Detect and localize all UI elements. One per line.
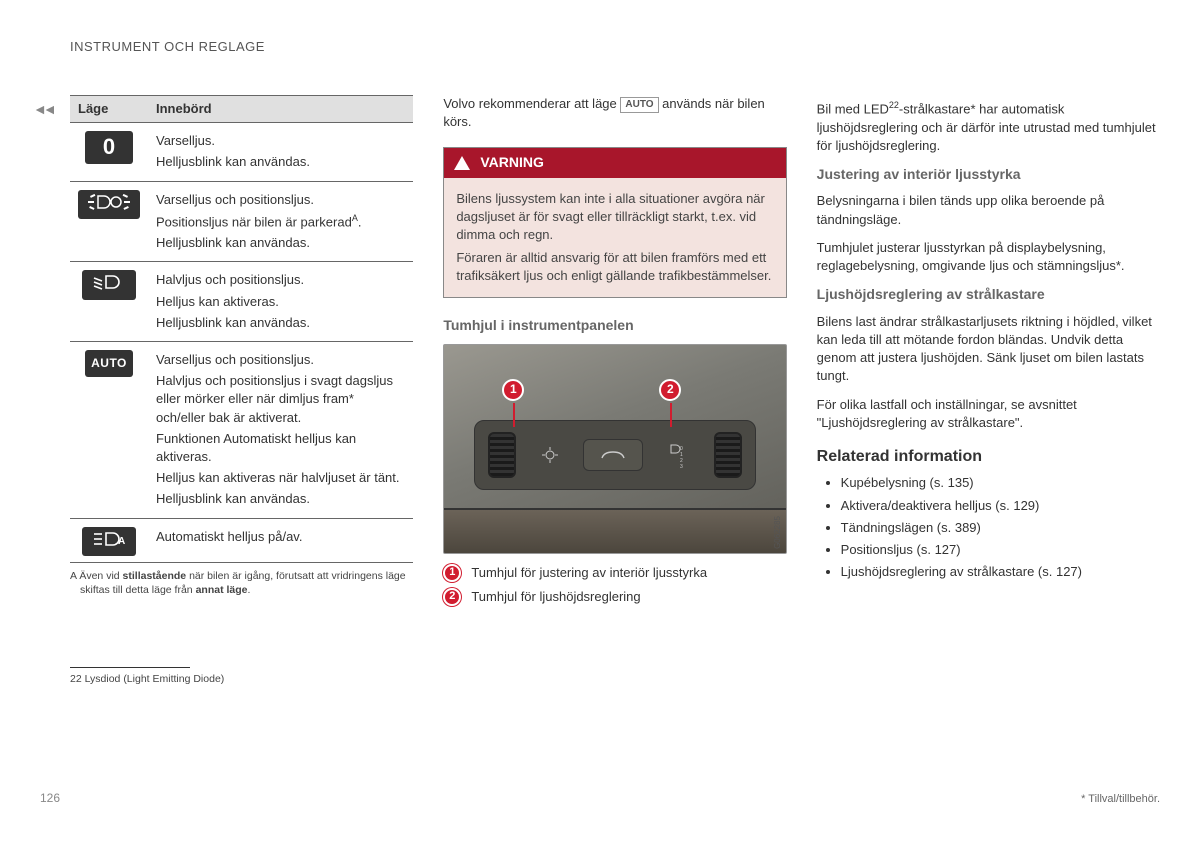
mode-desc-cell: Automatiskt helljus på/av.: [148, 518, 413, 563]
th-innebord: Innebörd: [148, 96, 413, 123]
mode-desc-cell: Halvljus och positionsljus. Helljus kan …: [148, 262, 413, 342]
low-beam-icon: [82, 270, 136, 300]
mode-line: Varselljus och positionsljus.: [156, 191, 405, 209]
mode-icon-cell: [70, 262, 148, 342]
related-info-title: Relaterad information: [817, 446, 1160, 468]
mode-line: Helljus kan aktiveras.: [156, 293, 405, 311]
mode-line: Varselljus.: [156, 132, 405, 150]
mode-icon-cell: A: [70, 518, 148, 563]
section-header: INSTRUMENT OCH REGLAGE: [70, 38, 265, 56]
table-row: 0 Varselljus. Helljusblink kan användas.: [70, 123, 413, 181]
related-item: Ljushöjdsreglering av strålkastare (s. 1…: [841, 563, 1160, 581]
warning-box: VARNING Bilens ljussystem kan inte i all…: [443, 147, 786, 298]
table-row: Halvljus och positionsljus. Helljus kan …: [70, 262, 413, 342]
interior-p2: Tumhjulet justerar ljusstyrkan på displa…: [817, 239, 1160, 275]
headlight-level-title: Ljushöjdsreglering av strålkastare: [817, 285, 1160, 305]
svg-text:3: 3: [680, 464, 683, 470]
related-item: Kupébelysning (s. 135): [841, 474, 1160, 492]
auto-high-beam-icon: A: [82, 527, 136, 557]
mode-line: Helljusblink kan användas.: [156, 153, 405, 171]
prev-page-arrows: ◄◄: [33, 100, 53, 120]
legend-2: 2 Tumhjul för ljushöjdsreglering: [443, 588, 786, 606]
option-accessory-note: * Tillval/tillbehör.: [1081, 792, 1160, 807]
thumbwheel-figure: 0123 1 2 G062285: [443, 344, 786, 554]
auto-mode-icon: AUTO: [85, 350, 133, 377]
mode-line: Automatiskt helljus på/av.: [156, 528, 405, 546]
light-modes-table: Läge Innebörd 0 Varselljus. Helljusblink…: [70, 95, 413, 563]
mode-desc-cell: Varselljus och positionsljus. Positionsl…: [148, 181, 413, 262]
legend-1: 1 Tumhjul för justering av interiör ljus…: [443, 564, 786, 582]
mode-line: Helljusblink kan användas.: [156, 314, 405, 332]
warning-title: VARNING: [480, 153, 544, 173]
mode-icon-cell: AUTO: [70, 342, 148, 519]
footnote-rule: [70, 667, 190, 668]
svg-text:A: A: [118, 536, 125, 547]
dashboard-panel: 0123: [474, 420, 755, 490]
warning-header: VARNING: [444, 148, 785, 178]
thumbwheel-2: [714, 432, 742, 478]
mode-zero-icon: 0: [85, 131, 133, 164]
interior-brightness-title: Justering av interiör ljusstyrka: [817, 165, 1160, 185]
headlight-p2: För olika lastfall och inställningar, se…: [817, 396, 1160, 432]
dashboard-trim: [444, 508, 785, 553]
content-columns: Läge Innebörd 0 Varselljus. Helljusblink…: [70, 95, 1160, 687]
recommendation-text: Volvo rekommenderar att läge AUTO använd…: [443, 95, 786, 131]
th-lage: Läge: [70, 96, 148, 123]
led-note: Bil med LED22-strålkastare* har automati…: [817, 99, 1160, 155]
headlight-p1: Bilens last ändrar strålkastarljusets ri…: [817, 313, 1160, 386]
table-row: Varselljus och positionsljus. Positionsl…: [70, 181, 413, 262]
warning-triangle-icon: [454, 156, 470, 170]
legend-badge-2: 2: [443, 588, 461, 606]
brightness-icon: [542, 447, 558, 463]
interior-p1: Belysningarna i bilen tänds upp olika be…: [817, 192, 1160, 228]
callout-2: 2: [659, 379, 681, 401]
mode-icon-cell: 0: [70, 123, 148, 181]
warning-p2: Föraren är alltid ansvarig för att bilen…: [456, 249, 773, 285]
related-item: Aktivera/deaktivera helljus (s. 129): [841, 497, 1160, 515]
headlight-level-icon: 0123: [668, 440, 688, 470]
page-number: 126: [40, 790, 60, 807]
mode-desc-cell: Varselljus. Helljusblink kan användas.: [148, 123, 413, 181]
mode-desc-cell: Varselljus och positionsljus. Halvljus o…: [148, 342, 413, 519]
inline-auto-badge: AUTO: [620, 97, 658, 113]
position-light-icon: [78, 190, 140, 220]
mode-line: Varselljus och positionsljus.: [156, 351, 405, 369]
table-row: AUTO Varselljus och positionsljus. Halvl…: [70, 342, 413, 519]
mode-icon-cell: [70, 181, 148, 262]
column-1: Läge Innebörd 0 Varselljus. Helljusblink…: [70, 95, 413, 687]
mode-line: Halvljus och positionsljus.: [156, 271, 405, 289]
table-row: A Automatiskt helljus på/av.: [70, 518, 413, 563]
legend-text-2: Tumhjul för ljushöjdsreglering: [471, 588, 640, 606]
footnote-22: 22 Lysdiod (Light Emitting Diode): [70, 672, 413, 687]
mode-line: Helljusblink kan användas.: [156, 234, 405, 252]
mode-line: Funktionen Automatiskt helljus kan aktiv…: [156, 430, 405, 466]
image-credit: G062285: [772, 516, 783, 549]
mode-line: Positionsljus när bilen är parkeradA.: [156, 212, 405, 232]
callout-1: 1: [502, 379, 524, 401]
mode-line: Helljus kan aktiveras när halvljuset är …: [156, 469, 405, 487]
related-item: Positionsljus (s. 127): [841, 541, 1160, 559]
footnote-a: A Även vid stillastående när bilen är ig…: [70, 569, 413, 597]
trunk-button: [583, 439, 643, 471]
thumbwheel-section-title: Tumhjul i instrumentpanelen: [443, 316, 786, 336]
legend-badge-1: 1: [443, 564, 461, 582]
thumbwheel-1: [488, 432, 516, 478]
table-header-row: Läge Innebörd: [70, 96, 413, 123]
column-3: Bil med LED22-strålkastare* har automati…: [817, 95, 1160, 687]
column-2: Volvo rekommenderar att läge AUTO använd…: [443, 95, 786, 687]
warning-p1: Bilens ljussystem kan inte i alla situat…: [456, 190, 773, 245]
mode-line: Halvljus och positionsljus i svagt dagsl…: [156, 372, 405, 427]
car-outline-icon: [598, 448, 628, 462]
related-item: Tändningslägen (s. 389): [841, 519, 1160, 537]
warning-body: Bilens ljussystem kan inte i alla situat…: [444, 178, 785, 297]
related-info-list: Kupébelysning (s. 135) Aktivera/deaktive…: [817, 474, 1160, 581]
mode-line: Helljusblink kan användas.: [156, 490, 405, 508]
legend-text-1: Tumhjul för justering av interiör ljusst…: [471, 564, 707, 582]
